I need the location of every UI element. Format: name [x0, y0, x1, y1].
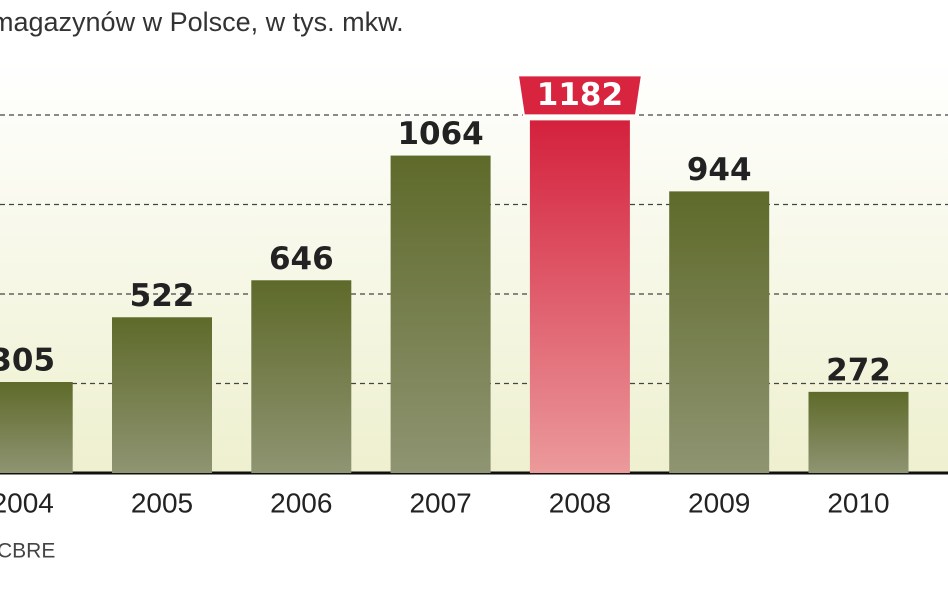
source: CBRE — [0, 540, 55, 563]
bar — [529, 120, 630, 474]
bar — [0, 382, 73, 473]
x-tick-label: 2006 — [270, 487, 332, 518]
value-label: 522 — [130, 278, 195, 314]
value-label: 272 — [826, 352, 891, 388]
x-tick-label: 2007 — [409, 487, 471, 518]
value-label-box — [516, 74, 644, 117]
x-tick-label: 2008 — [549, 487, 611, 518]
x-tick-label: 2009 — [688, 487, 750, 518]
chart-title: magazynów w Polsce, w tys. mkw. — [0, 7, 404, 37]
value-label: 1064 — [397, 116, 483, 152]
value-label: 305 — [0, 343, 55, 379]
x-tick-label: 2005 — [131, 487, 193, 518]
value-label: 944 — [687, 152, 752, 188]
x-tick-label: 2004 — [0, 487, 54, 518]
value-label: 1182 — [537, 77, 623, 113]
bar — [112, 317, 212, 473]
bar — [390, 155, 491, 473]
x-tick-label: 2010 — [827, 487, 889, 518]
bar — [251, 280, 352, 473]
value-label: 646 — [269, 241, 334, 277]
bar — [808, 391, 909, 473]
bar — [669, 191, 770, 473]
